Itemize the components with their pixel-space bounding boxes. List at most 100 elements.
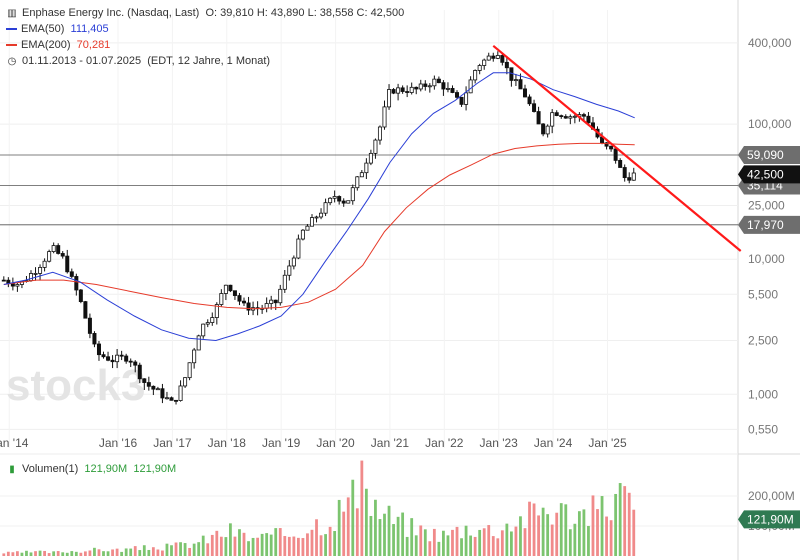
volume-bar (374, 499, 377, 556)
candle-up (468, 79, 473, 94)
last-price-badge-shape (738, 165, 800, 184)
volume-bar (265, 533, 269, 556)
candle-up (332, 196, 337, 199)
candle-up (223, 284, 228, 294)
y-tick-label: 0,550 (748, 422, 778, 436)
candle-down (423, 83, 428, 87)
y-tick-label: 25,000 (748, 198, 785, 212)
candle-up (445, 88, 450, 90)
candle-up (309, 217, 314, 227)
candle-up (350, 187, 355, 202)
candle-up (545, 125, 550, 135)
candle-up (477, 65, 482, 71)
candle-down (586, 115, 591, 124)
candle-down (160, 388, 165, 399)
y-axis-labels: 400,000 100,000 25,000 10,000 5,500 2,500 1,00… (748, 36, 792, 436)
volume-bar (97, 549, 101, 556)
volume-bar (11, 552, 15, 556)
candle-down (242, 300, 247, 304)
candle-up (192, 349, 197, 364)
candle-down (128, 360, 133, 363)
volume-bar (174, 542, 178, 556)
candle-up (15, 284, 20, 287)
volume-bar (29, 552, 33, 556)
volume-bar (165, 543, 169, 556)
volume-bar (478, 529, 482, 556)
level-badge-label: 17,970 (747, 218, 784, 232)
volume-bar (550, 524, 554, 556)
volume-bar (20, 552, 24, 556)
candle-up (291, 257, 296, 267)
candle-up (319, 212, 324, 218)
ema200-legend[interactable]: EMA(200) 70,281 (6, 38, 110, 52)
x-tick-label: Jan '23 (480, 436, 519, 450)
volume-bar (201, 535, 205, 556)
volume-bar (541, 507, 545, 556)
ema50-swatch (6, 28, 17, 31)
date-range-info: (EDT, 12 Jahre, 1 Monat) (147, 55, 271, 67)
volume-bar (519, 516, 522, 556)
candle-down (414, 86, 419, 90)
candle-down (228, 284, 233, 292)
y-tick-label: 10,000 (748, 252, 785, 266)
volume-bar (179, 542, 182, 556)
ema50-legend[interactable]: EMA(50) 111,405 (6, 22, 109, 36)
trendline[interactable] (492, 44, 742, 252)
y-tick-label: 1,000 (748, 387, 778, 401)
chart-title-row: ▥ Enphase Energy Inc. (Nasdaq, Last) O: 3… (6, 6, 404, 21)
candles (1, 51, 636, 405)
volume-bar (423, 529, 427, 556)
candle-up (432, 78, 437, 87)
volume-bar (410, 518, 414, 556)
volume-bar (360, 460, 364, 556)
level-badge-label: 59,090 (747, 148, 784, 162)
volume-bar (455, 526, 459, 556)
candle-down (87, 317, 92, 334)
volume-bar (573, 523, 577, 556)
candle-down (604, 142, 609, 147)
volume-tick-label: 200,00M (748, 489, 795, 503)
candle-up (368, 152, 373, 164)
candle-up (323, 202, 328, 214)
candle-down (613, 148, 618, 161)
watermark: stock3 (6, 361, 145, 410)
candle-down (627, 177, 632, 181)
volume-bar (34, 551, 37, 556)
volume-bar (546, 514, 550, 556)
volume-bar (111, 549, 114, 556)
candle-up (115, 354, 120, 363)
level-badge-shape (738, 145, 800, 164)
volume-bar (496, 538, 500, 556)
volume-bar (333, 531, 337, 556)
volume-bar (482, 528, 486, 556)
volume-bar (591, 495, 595, 556)
volume-bar (251, 537, 255, 556)
volume-legend[interactable]: ▮ Volumen(1) 121,90M 121,90M (6, 463, 176, 475)
x-tick-label: Jan '20 (316, 436, 355, 450)
candle-down (110, 359, 115, 363)
volume-bar (537, 515, 540, 556)
volume-bar (442, 530, 445, 556)
candle-up (51, 245, 56, 253)
volume-bar (605, 516, 608, 556)
candle-down (65, 255, 70, 273)
volume-bar (324, 534, 327, 556)
candle-up (42, 260, 47, 268)
volume-bar (369, 515, 373, 556)
volume-bar (260, 533, 264, 556)
candle-down (146, 382, 151, 387)
volume-bar (414, 535, 418, 556)
candle-down (337, 196, 342, 202)
candle-up (33, 273, 38, 275)
ohlc-values: O: 39,810 H: 43,890 L: 38,558 C: 42,500 (205, 7, 405, 19)
candle-up (47, 251, 52, 262)
candle-up (28, 273, 33, 281)
candle-down (142, 378, 147, 383)
candle-up (300, 229, 305, 240)
candle-up (19, 281, 24, 285)
x-tick-label: Jan '16 (99, 436, 138, 450)
volume-bar (269, 534, 273, 556)
y-tick-label: 400,000 (748, 36, 792, 50)
volume-bar (627, 492, 631, 556)
